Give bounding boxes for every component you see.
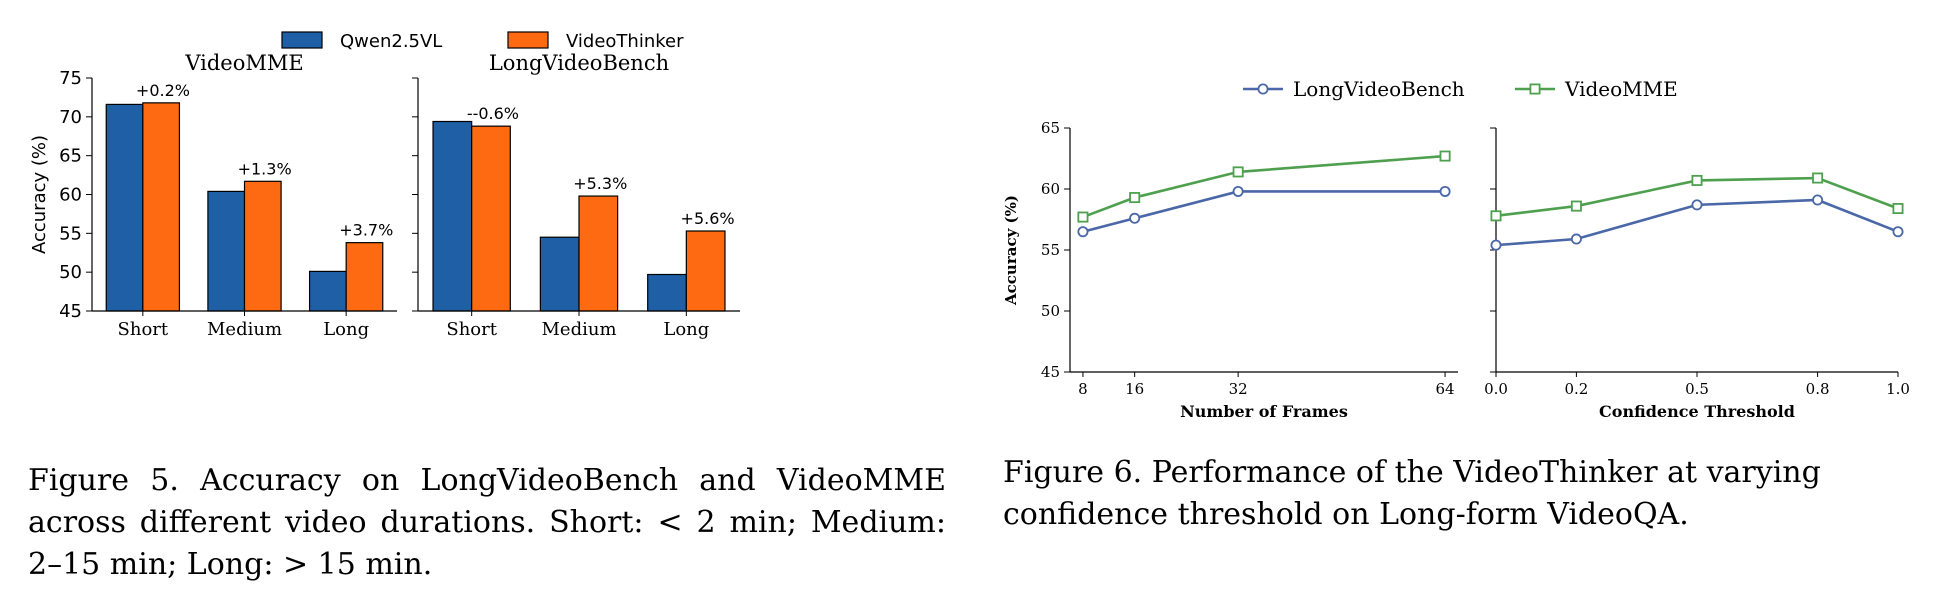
point-longvideobench — [1570, 233, 1582, 245]
y-tick-label: 60 — [1041, 180, 1060, 198]
point-videomme — [1439, 150, 1451, 162]
point-videomme — [1892, 203, 1904, 215]
point-longvideobench — [1812, 194, 1824, 206]
bar-qwen2-5vl-medium — [539, 236, 580, 312]
bar-videothinker-short — [471, 125, 511, 312]
chart-title: LongVideoBench — [489, 51, 669, 75]
series-line-videomme — [1082, 154, 1446, 219]
y-tick-label: 45 — [1041, 363, 1060, 381]
bar-videothinker-medium — [578, 195, 619, 312]
bar-qwen2-5vl-short — [432, 120, 473, 312]
point-longvideobench — [1077, 226, 1089, 238]
figure-5-caption: Figure 5. Accuracy on LongVideoBench and… — [28, 463, 946, 582]
legend-label-longvideobench: LongVideoBench — [1293, 77, 1465, 101]
legend-figure-6: LongVideoBench VideoMME — [1243, 77, 1678, 101]
legend-label-videomme: VideoMME — [1564, 77, 1678, 101]
point-videomme — [1077, 211, 1089, 223]
chart-title: VideoMME — [184, 51, 303, 75]
legend-figure-5: Qwen2.5VL VideoThinker — [281, 31, 684, 52]
y-tick-label: 70 — [59, 107, 82, 128]
y-tick-label: 50 — [1041, 302, 1060, 320]
bar-qwen2-5vl-long — [647, 273, 687, 312]
line-chart-confidence-threshold: 0.0 0.2 0.5 0.8 1.0 Confidence Threshold — [1484, 127, 1910, 421]
y-tick-label: 75 — [59, 68, 82, 89]
bar-qwen2-5vl-medium — [207, 190, 246, 312]
x-tick-label: 0.2 — [1564, 380, 1588, 398]
y-tick-label: 65 — [1041, 119, 1060, 137]
legend-marker-longvideobench — [1257, 83, 1269, 95]
bar-qwen2-5vl-long — [308, 270, 347, 312]
point-videomme — [1232, 166, 1244, 178]
x-tick-label: 32 — [1229, 380, 1248, 398]
point-longvideobench — [1232, 185, 1244, 197]
x-tick-label: Short — [446, 319, 497, 340]
point-longvideobench — [1490, 239, 1502, 251]
figure-6-caption: Figure 6. Performance of the VideoThinke… — [1003, 455, 1821, 532]
x-tick-label: 16 — [1125, 380, 1144, 398]
legend-label-videothinker: VideoThinker — [566, 31, 684, 52]
point-videomme — [1129, 192, 1141, 204]
x-tick-label: Long — [323, 319, 369, 340]
y-tick-label: 55 — [59, 223, 82, 244]
x-tick-label: Short — [118, 319, 169, 340]
line-chart-number-of-frames: 45 50 55 60 65 8 16 32 64 Number of Frames Accurac… — [1002, 119, 1458, 421]
x-tick-label: 0.8 — [1806, 380, 1830, 398]
y-tick-label: 50 — [59, 262, 82, 283]
x-axis-label: Number of Frames — [1180, 402, 1348, 421]
legend-swatch-videothinker — [507, 31, 549, 49]
bar-videothinker-short — [142, 102, 181, 312]
bar-videothinker-long — [345, 242, 384, 312]
x-tick-label: Long — [663, 319, 709, 340]
point-videomme — [1570, 200, 1582, 212]
bar-qwen2-5vl-short — [105, 103, 144, 312]
bar-chart-longvideobench: LongVideoBench --0.6% Short +5.3% Medium +5.6… — [412, 51, 740, 340]
x-tick-label: 0.0 — [1484, 380, 1508, 398]
y-tick-label: 45 — [59, 301, 82, 322]
y-tick-label: 65 — [59, 146, 82, 167]
x-tick-label: Medium — [541, 319, 616, 340]
point-videomme — [1812, 172, 1824, 184]
bar-videothinker-long — [685, 230, 726, 312]
legend-swatch-qwen2-5vl — [281, 31, 323, 49]
x-tick-label: 8 — [1078, 380, 1088, 398]
point-longvideobench — [1691, 199, 1703, 211]
y-axis-label: Accuracy (%) — [29, 135, 50, 254]
bar-annotation: +0.2% — [136, 81, 190, 100]
legend-label-qwen2-5vl: Qwen2.5VL — [340, 31, 442, 52]
series-line-longvideobench — [1082, 190, 1446, 233]
x-tick-label: 64 — [1436, 380, 1455, 398]
x-axis-label: Confidence Threshold — [1599, 402, 1795, 421]
y-tick-label: 55 — [1041, 241, 1060, 259]
x-tick-label: 1.0 — [1886, 380, 1910, 398]
bar-annotation: +1.3% — [238, 159, 292, 178]
x-tick-label: 0.5 — [1685, 380, 1709, 398]
y-axis-label: Accuracy (%) — [1002, 195, 1020, 306]
point-longvideobench — [1129, 212, 1141, 224]
point-longvideobench — [1439, 185, 1451, 197]
legend-marker-videomme — [1529, 83, 1541, 95]
bar-annotation: +5.3% — [573, 174, 627, 193]
point-videomme — [1691, 174, 1703, 186]
point-videomme — [1490, 210, 1502, 222]
bar-annotation: +3.7% — [339, 221, 393, 240]
point-longvideobench — [1892, 226, 1904, 238]
bar-annotation: --0.6% — [467, 104, 519, 123]
bar-annotation: +5.6% — [681, 209, 735, 228]
y-tick-label: 60 — [59, 185, 82, 206]
x-tick-label: Medium — [207, 319, 282, 340]
bar-chart-videomme: VideoMME +0.2% Short +1.3% Medium +3.7% Long 45… — [29, 51, 397, 340]
bar-videothinker-medium — [243, 180, 282, 312]
